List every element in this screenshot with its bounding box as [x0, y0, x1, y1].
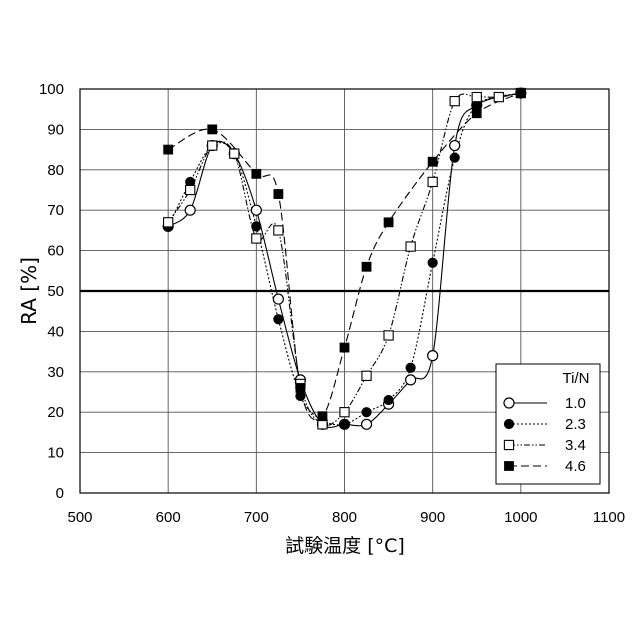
data-point [229, 148, 240, 159]
data-point [273, 225, 284, 236]
data-point [383, 217, 394, 228]
series-2.3 [167, 92, 521, 426]
series-markers-4.6 [163, 88, 526, 422]
data-point [251, 221, 262, 232]
legend-label: 2.3 [565, 416, 586, 433]
data-point [383, 330, 394, 341]
data-point [251, 168, 262, 179]
series-1.0 [167, 92, 521, 428]
data-point [163, 144, 174, 155]
data-point [449, 152, 460, 163]
x-axis-title: 試験温度 [°C] [285, 535, 405, 557]
y-tick-label: 50 [47, 283, 64, 300]
data-point [515, 88, 526, 98]
x-tick-label: 1100 [593, 509, 625, 526]
y-tick-label: 40 [47, 323, 64, 340]
data-point [427, 176, 438, 188]
y-tick-label: 60 [47, 243, 64, 260]
data-point [250, 204, 262, 216]
x-tick-label: 900 [420, 509, 445, 526]
data-point [163, 217, 174, 228]
data-point [207, 140, 218, 151]
data-point [184, 204, 196, 216]
legend-marker [503, 418, 515, 430]
x-tick-label: 1000 [504, 509, 537, 526]
data-point [361, 261, 372, 272]
data-point [317, 411, 328, 422]
legend-label: 1.0 [565, 395, 586, 412]
data-point [273, 314, 284, 325]
legend-marker [503, 397, 515, 409]
data-point [405, 374, 417, 386]
data-point [427, 257, 438, 268]
data-point [207, 124, 218, 135]
y-tick-label: 20 [47, 404, 64, 421]
legend-title: Ti/N [563, 370, 590, 387]
data-point [339, 342, 350, 353]
data-point [361, 370, 372, 381]
data-point [471, 91, 482, 103]
data-point [295, 383, 306, 393]
y-tick-label: 30 [47, 364, 64, 381]
series-line [167, 92, 521, 428]
x-tick-label: 500 [67, 509, 92, 526]
x-tick-label: 700 [244, 509, 269, 526]
data-point [251, 233, 262, 244]
y-tick-label: 10 [47, 445, 64, 462]
y-axis-title: RA [%] [17, 257, 41, 325]
data-point [361, 407, 372, 418]
data-point [427, 350, 439, 362]
data-point [449, 95, 460, 107]
y-tick-label: 80 [47, 162, 64, 179]
data-point [383, 394, 394, 406]
data-point [360, 418, 373, 430]
tick-labels: 500 600 700 800 900 1000 1100 0 10 20 30 40 50 60 70 80… [39, 81, 625, 526]
data-point [339, 419, 350, 430]
legend-marker [504, 461, 514, 471]
data-point [449, 139, 461, 152]
data-point [493, 91, 504, 103]
data-point [471, 108, 482, 119]
data-point [405, 362, 416, 373]
y-tick-label: 100 [39, 81, 64, 98]
legend: Ti/N 1.0 2.3 3.4 4.6 [495, 363, 601, 485]
y-tick-label: 70 [47, 202, 64, 219]
legend-marker [503, 439, 515, 451]
series-line [167, 92, 521, 426]
x-tick-label: 800 [332, 509, 357, 526]
y-tick-label: 90 [47, 121, 64, 138]
data-point [185, 184, 196, 196]
data-point [272, 293, 284, 305]
legend-label: 3.4 [565, 437, 586, 454]
x-tick-label: 600 [156, 509, 181, 526]
y-tick-label: 0 [56, 485, 64, 502]
data-point [273, 189, 284, 199]
legend-label: 4.6 [565, 458, 586, 475]
series-layer [162, 87, 527, 430]
data-point [427, 156, 438, 167]
data-point [339, 407, 350, 418]
plot-area-frame [79, 88, 610, 494]
data-point [405, 241, 416, 252]
